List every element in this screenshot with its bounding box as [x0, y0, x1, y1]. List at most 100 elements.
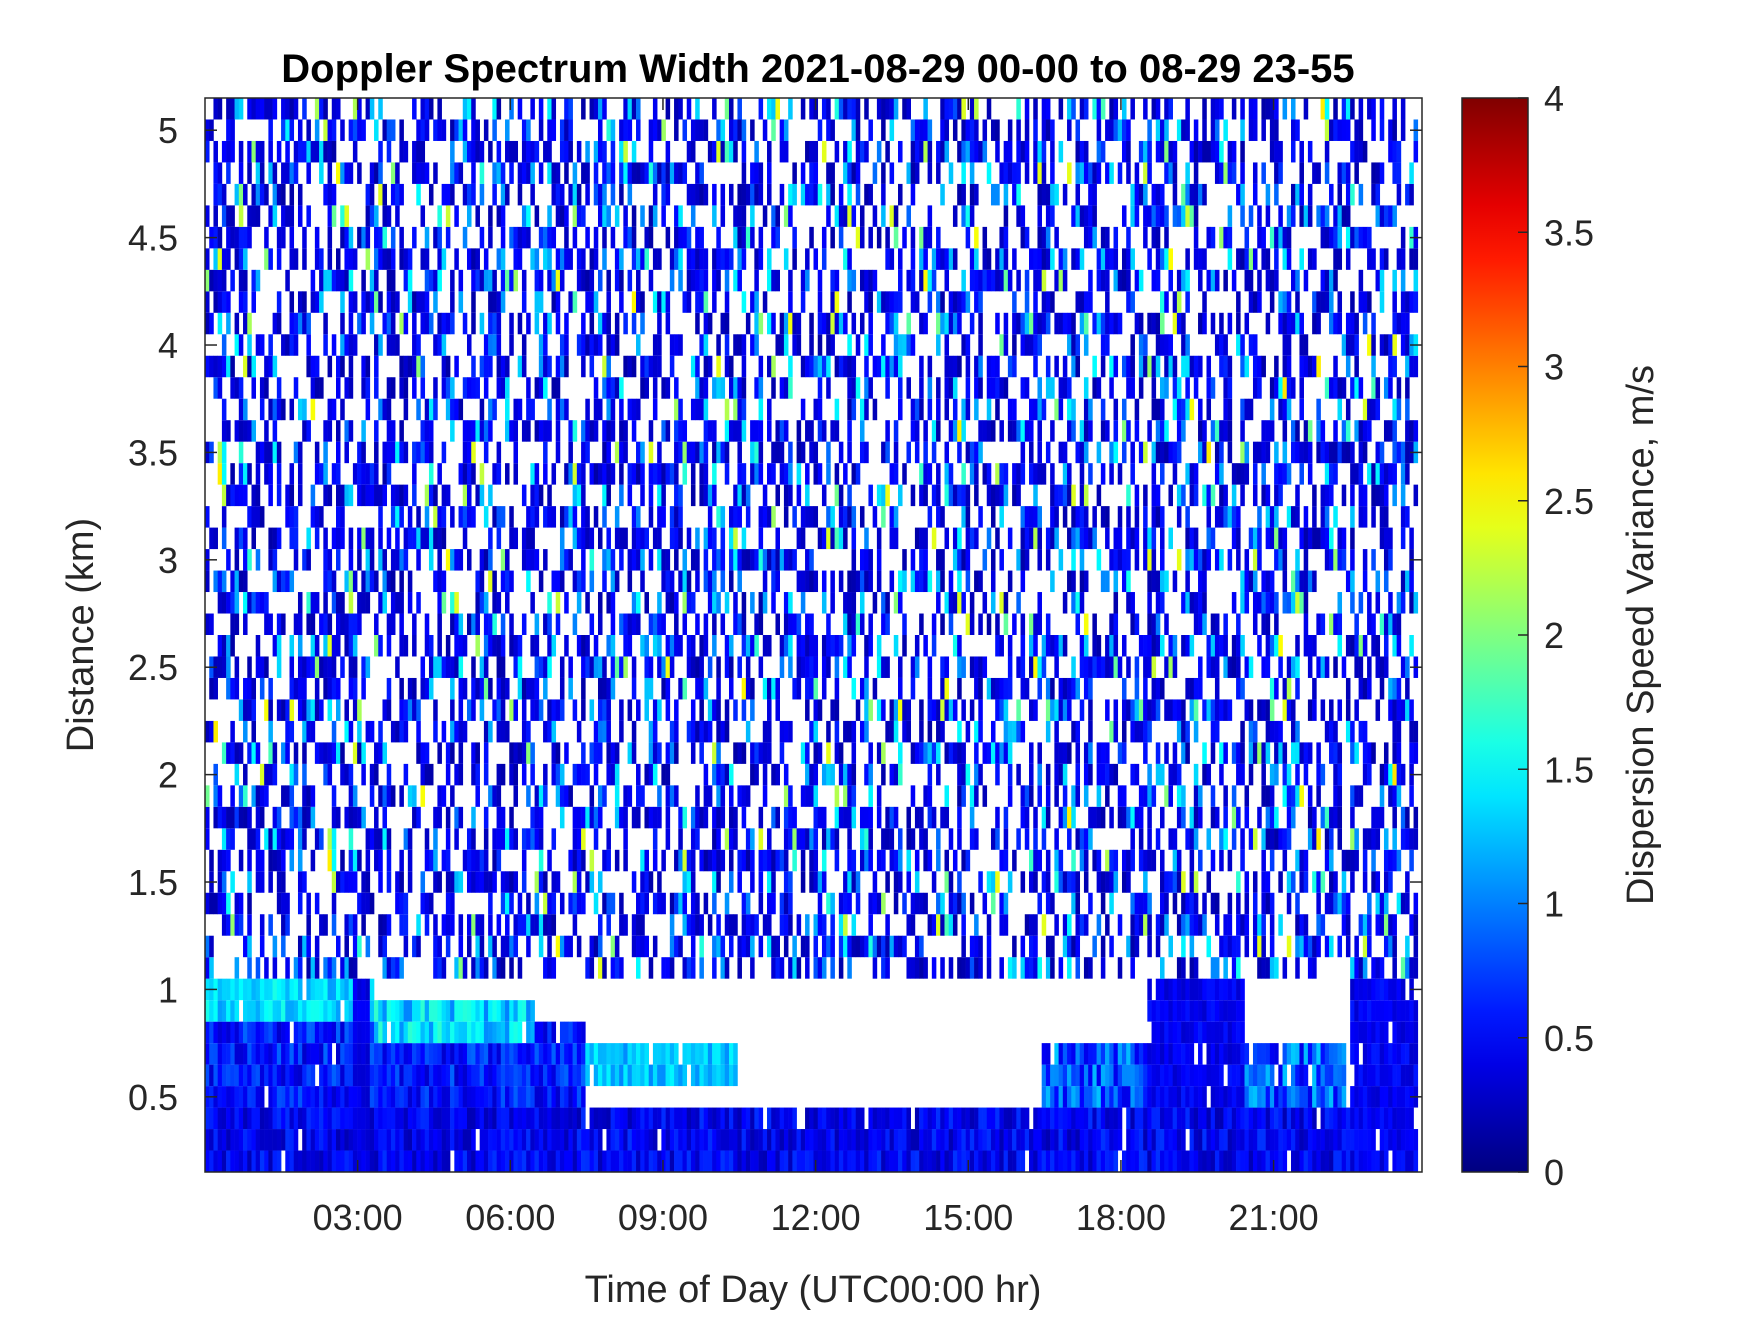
heatmap-cell — [1096, 1086, 1102, 1108]
heatmap-cell — [750, 1129, 755, 1151]
heatmap-cell — [1193, 677, 1199, 700]
heatmap-cell — [728, 785, 734, 807]
heatmap-cell — [1244, 914, 1250, 936]
heatmap-cell — [1379, 914, 1385, 936]
heatmap-cell — [1396, 720, 1402, 743]
heatmap-cell — [209, 677, 214, 700]
heatmap-cell — [775, 806, 780, 829]
heatmap-cell — [1075, 592, 1081, 614]
heatmap-cell — [1240, 1107, 1245, 1130]
heatmap-cell — [399, 570, 404, 593]
heatmap-cell — [496, 849, 502, 872]
heatmap-cell — [1071, 656, 1076, 678]
heatmap-cell — [1003, 1150, 1009, 1172]
heatmap-cell — [644, 1129, 649, 1151]
heatmap-cell — [488, 1064, 493, 1087]
heatmap-cell — [834, 635, 840, 657]
heatmap-cell — [948, 592, 954, 614]
heatmap-cell — [340, 613, 345, 635]
chart-title: Doppler Spectrum Width 2021-08-29 00-00 … — [281, 47, 1354, 91]
heatmap-cell — [445, 849, 451, 872]
heatmap-cell — [475, 849, 480, 872]
heatmap-cell — [213, 1064, 218, 1087]
heatmap-cell — [462, 1107, 468, 1130]
heatmap-cell — [513, 527, 519, 550]
heatmap-cell — [268, 699, 273, 721]
heatmap-cell — [1413, 1150, 1419, 1172]
heatmap-cell — [445, 806, 451, 829]
heatmap-cell — [1062, 1129, 1068, 1151]
heatmap-cell — [1413, 1000, 1419, 1022]
heatmap-cell — [1029, 1150, 1034, 1172]
heatmap-cell — [1126, 527, 1131, 550]
heatmap-cell — [336, 613, 341, 635]
heatmap-cell — [1282, 1086, 1288, 1108]
heatmap-cell — [247, 1086, 252, 1108]
heatmap-cell — [530, 506, 535, 528]
heatmap-cell — [340, 1021, 345, 1044]
heatmap-cell — [944, 592, 950, 614]
heatmap-cell — [450, 914, 455, 936]
heatmap-cell — [538, 871, 544, 893]
heatmap-cell — [720, 1064, 726, 1087]
heatmap-cell — [336, 699, 341, 721]
heatmap-cell — [234, 677, 240, 700]
heatmap-cell — [365, 527, 371, 550]
heatmap-cell — [1257, 806, 1262, 829]
heatmap-cell — [1029, 656, 1034, 678]
heatmap-cell — [606, 635, 611, 657]
heatmap-cell — [1126, 592, 1131, 614]
heatmap-cell — [1210, 1064, 1216, 1087]
heatmap-cell — [437, 1107, 442, 1130]
heatmap-cell — [1265, 699, 1271, 721]
heatmap-cell — [1295, 849, 1300, 872]
heatmap-cell — [205, 1129, 210, 1151]
heatmap-cell — [1223, 742, 1228, 764]
heatmap-cell — [1358, 1129, 1364, 1151]
heatmap-cell — [1265, 1107, 1271, 1130]
heatmap-cell — [319, 1064, 324, 1087]
heatmap-cell — [1117, 957, 1123, 979]
heatmap-cell — [331, 1129, 337, 1151]
heatmap-cell — [1405, 570, 1410, 593]
heatmap-cell — [399, 549, 404, 571]
heatmap-cell — [352, 1107, 358, 1130]
heatmap-cell — [589, 527, 595, 550]
heatmap-cell — [817, 1107, 823, 1130]
heatmap-cell — [319, 1086, 324, 1108]
heatmap-cell — [1261, 785, 1266, 807]
heatmap-cell — [1350, 720, 1355, 743]
heatmap-cell — [1278, 1086, 1283, 1108]
heatmap-cell — [610, 935, 616, 958]
heatmap-cell — [1079, 828, 1085, 850]
heatmap-cell — [488, 527, 493, 550]
heatmap-cell — [969, 892, 975, 915]
heatmap-cell — [652, 1129, 658, 1151]
heatmap-cell — [1236, 892, 1241, 915]
heatmap-cell — [538, 1086, 544, 1108]
heatmap-cell — [293, 957, 299, 979]
heatmap-cell — [1126, 1150, 1131, 1172]
heatmap-cell — [1092, 613, 1097, 635]
heatmap-cell — [1413, 720, 1419, 743]
heatmap-cell — [1067, 1064, 1072, 1087]
heatmap-cell — [716, 1129, 721, 1151]
heatmap-cell — [1206, 1107, 1212, 1130]
heatmap-cell — [1160, 1086, 1165, 1108]
heatmap-cell — [543, 1129, 548, 1151]
heatmap-cell — [255, 1064, 261, 1087]
heatmap-cell — [1362, 1064, 1368, 1087]
heatmap-cell — [834, 656, 840, 678]
heatmap-cell — [750, 935, 755, 958]
heatmap-cell — [661, 1129, 666, 1151]
heatmap-cell — [906, 957, 911, 979]
heatmap-cell — [1219, 1086, 1224, 1108]
heatmap-cell — [995, 677, 1000, 700]
heatmap-cell — [1303, 742, 1309, 764]
heatmap-cell — [361, 1086, 366, 1108]
heatmap-cell — [205, 613, 210, 635]
heatmap-cell — [783, 914, 789, 936]
heatmap-cell — [297, 892, 303, 915]
heatmap-cell — [357, 1129, 362, 1151]
heatmap-cell — [357, 978, 362, 1001]
